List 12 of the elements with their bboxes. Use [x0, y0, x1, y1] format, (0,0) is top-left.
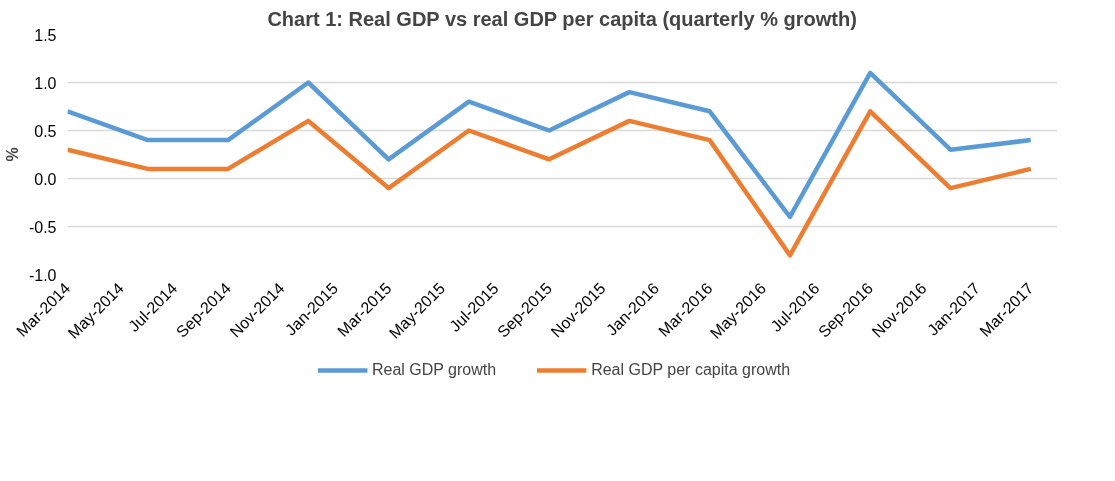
- y-tick-label: 0.5: [34, 122, 57, 140]
- legend-label: Real GDP per capita growth: [591, 361, 791, 379]
- y-tick-label: 1.5: [34, 26, 57, 44]
- y-tick-label: -0.5: [28, 218, 57, 236]
- y-tick-label: 1.0: [34, 74, 57, 92]
- y-tick-label: 0.0: [34, 170, 57, 188]
- line-series: [67, 70, 1033, 220]
- chart-title: Chart 1: Real GDP vs real GDP per capita (quarterly % growth): [267, 7, 857, 30]
- legend-label: Real GDP growth: [371, 361, 497, 379]
- line-series: [67, 109, 1033, 258]
- y-tick-label: -1.0: [28, 266, 57, 284]
- y-axis-title: %: [3, 147, 21, 162]
